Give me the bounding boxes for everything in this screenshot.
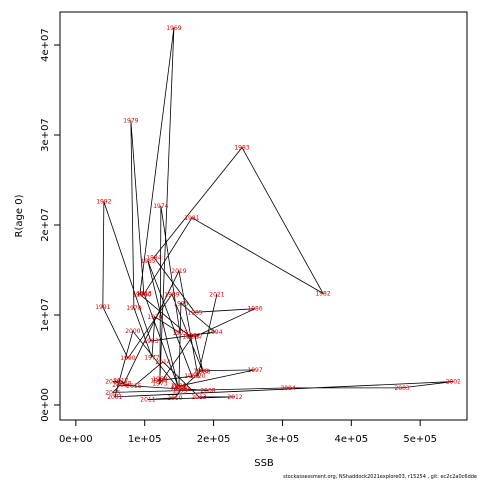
point-label: 2012: [227, 394, 242, 401]
point-label: 1996: [171, 383, 186, 390]
point-label: 2015: [126, 383, 141, 390]
point-label: 2017: [113, 378, 128, 385]
point-label: 1976: [147, 314, 162, 321]
point-label: 1984: [146, 254, 161, 261]
y-axis-label: R(age 0): [14, 194, 25, 237]
point-label: 1985: [187, 309, 202, 316]
point-label: 1981: [184, 215, 199, 222]
point-label: 1994: [207, 329, 222, 336]
point-label: 2018: [116, 380, 131, 387]
point-label: 1983: [234, 145, 249, 152]
point-label: 1970: [132, 291, 147, 298]
y-tick-label: 3e+07: [40, 118, 51, 152]
point-label: 1968: [152, 376, 167, 383]
x-axis-label: SSB: [254, 458, 274, 469]
y-tick-label: 1e+07: [40, 298, 51, 332]
point-label: 1974: [153, 203, 168, 210]
point-label: 2006: [112, 382, 127, 389]
point-label: 1990: [120, 355, 135, 362]
point-label: 1965: [140, 258, 155, 265]
point-label: 1977: [144, 354, 159, 361]
x-tick-label: 1e+05: [128, 434, 162, 445]
point-label: 1995: [173, 300, 188, 307]
point-label: 1982: [315, 290, 330, 297]
point-label: 2014: [155, 359, 170, 366]
point-label: 1980: [136, 291, 151, 298]
point-label: 1971: [182, 334, 197, 341]
point-label: 1991: [95, 304, 110, 311]
point-label: 2007: [170, 386, 185, 393]
x-tick-label: 2e+05: [197, 434, 231, 445]
point-label: 2004: [280, 385, 295, 392]
point-label: 2000: [125, 328, 140, 335]
point-label: 1989: [164, 291, 179, 298]
point-label: 1975: [172, 330, 187, 337]
point-label: 2008: [200, 388, 215, 395]
point-label: 2021: [209, 291, 224, 298]
point-label: 2019: [171, 268, 186, 275]
point-label: 1999: [172, 388, 187, 395]
footnote: stockassessment.org, NShaddock2021explor…: [283, 474, 477, 480]
point-label: 1992: [96, 199, 111, 206]
x-tick-label: 3e+05: [266, 434, 300, 445]
y-tick-label: 2e+07: [40, 208, 51, 242]
point-label: 1964: [170, 383, 185, 390]
plot-frame: [59, 11, 468, 421]
point-label: 1969: [166, 25, 181, 32]
trajectory-line: [102, 27, 454, 400]
x-tick-label: 0e+00: [59, 434, 93, 445]
point-label: 1993: [143, 338, 158, 345]
point-label: 1966: [184, 373, 199, 380]
point-label: 2002: [446, 379, 461, 386]
point-label: 1997: [247, 367, 262, 374]
point-label: 1978: [126, 305, 141, 312]
point-label: 1979: [123, 118, 138, 125]
point-label: 2003: [394, 385, 409, 392]
point-label: 2010: [167, 395, 182, 402]
point-label: 2016: [105, 379, 120, 386]
point-label: 1986: [247, 306, 262, 313]
point-label: 1988: [195, 369, 210, 376]
point-label: 2020: [190, 373, 205, 380]
point-label: 1987: [187, 334, 202, 341]
point-label: 2005: [105, 389, 120, 396]
point-label: 2009: [174, 386, 189, 393]
y-tick-label: 0e+00: [40, 388, 51, 422]
point-label: 1998: [193, 368, 208, 375]
point-label: 1963: [136, 290, 151, 297]
point-label: 1973: [152, 380, 167, 387]
point-label: 1967: [150, 378, 165, 385]
point-label: 2013: [191, 394, 206, 401]
point-label: 1972: [185, 333, 200, 340]
x-tick-label: 5e+05: [403, 434, 437, 445]
point-label: 2011: [140, 397, 155, 404]
x-tick-label: 4e+05: [334, 434, 368, 445]
y-tick-label: 4e+07: [40, 28, 51, 62]
point-label: 2001: [107, 394, 122, 401]
